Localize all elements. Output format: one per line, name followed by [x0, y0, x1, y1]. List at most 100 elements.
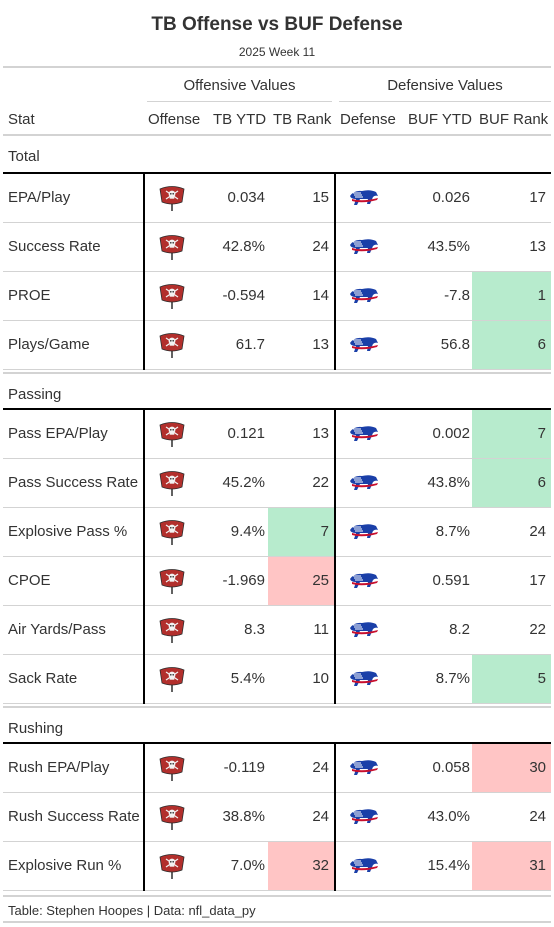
buf-rank-value: 6 [472, 459, 551, 507]
defense-logo [338, 321, 390, 369]
stat-label: Sack Rate [8, 670, 78, 687]
bills-buffalo-icon [350, 809, 378, 825]
stat-label: Pass EPA/Play [8, 425, 108, 442]
buf-rank-value: 7 [472, 410, 551, 458]
offense-logo [146, 272, 198, 320]
column-spanners: Offensive Values Defensive Values [0, 70, 554, 104]
bills-buffalo-icon [350, 573, 378, 589]
buccaneers-flag-icon [159, 667, 185, 693]
table-row: Pass Success Rate 45.2% 22 43.8% 6 [3, 459, 551, 508]
defense-divider [334, 174, 336, 370]
bills-buffalo-icon [350, 190, 378, 206]
buccaneers-flag-icon [159, 422, 185, 448]
stat-label: Explosive Run % [8, 857, 122, 874]
buccaneers-flag-icon [159, 284, 185, 310]
header-buf-ytd: BUF YTD [408, 111, 472, 128]
tb-rank-value: 24 [312, 759, 329, 776]
header-buf-rank: BUF Rank [479, 111, 549, 128]
defense-logo [338, 744, 390, 792]
buf-ytd-value: 0.002 [432, 425, 470, 442]
table-title: TB Offense vs BUF Defense [151, 14, 403, 35]
buf-ytd-value: 0.026 [432, 189, 470, 206]
offense-logo [146, 508, 198, 556]
buf-rank-value: 13 [529, 238, 546, 255]
stat-label: EPA/Play [8, 189, 71, 206]
header-offense: Offense [148, 111, 201, 128]
buccaneers-flag-icon [159, 618, 185, 644]
header-tb-rank: TB Rank [273, 111, 332, 128]
defense-logo [338, 508, 390, 556]
bills-buffalo-icon [350, 858, 378, 874]
tb-ytd-value: 9.4% [230, 523, 265, 540]
stat-label: Air Yards/Pass [8, 621, 106, 638]
bills-buffalo-icon [350, 475, 378, 491]
offense-logo [146, 606, 198, 654]
offense-logo [146, 459, 198, 507]
table-row: PROE -0.594 14 -7.8 1 [3, 272, 551, 321]
buccaneers-flag-icon [159, 569, 185, 595]
buf-rank-value: 1 [472, 272, 551, 320]
buf-rank-value: 17 [529, 572, 546, 589]
tb-rank-value: 24 [312, 238, 329, 255]
defense-logo [338, 459, 390, 507]
buf-rank-value: 24 [529, 808, 546, 825]
bills-buffalo-icon [350, 671, 378, 687]
bills-buffalo-icon [350, 426, 378, 442]
tb-rank-value: 24 [312, 808, 329, 825]
stat-label: Plays/Game [8, 336, 90, 353]
offense-logo [146, 744, 198, 792]
stat-label: Pass Success Rate [8, 474, 139, 491]
stat-label: CPOE [8, 572, 51, 589]
column-headers: Stat Offense TB YTD TB Rank Defense BUF … [3, 104, 551, 136]
buf-ytd-value: 0.591 [432, 572, 470, 589]
tb-rank-value: 25 [268, 557, 334, 605]
buf-rank-value: 30 [472, 744, 551, 792]
table-row: Explosive Pass % 9.4% 7 8.7% 24 [3, 508, 551, 557]
buf-ytd-value: 8.7% [435, 670, 470, 687]
bills-buffalo-icon [350, 622, 378, 638]
offense-logo [146, 321, 198, 369]
buf-rank-value: 22 [529, 621, 546, 638]
table-row: CPOE -1.969 25 0.591 17 [3, 557, 551, 606]
buf-ytd-value: 0.058 [432, 759, 470, 776]
tb-rank-value: 22 [312, 474, 329, 491]
group-label: Total [8, 148, 40, 165]
offense-logo [146, 557, 198, 605]
table-row: Rush EPA/Play -0.119 24 0.058 30 [3, 744, 551, 793]
source-note: Table: Stephen Hoopes | Data: nfl_data_p… [8, 903, 256, 918]
tb-rank-value: 32 [268, 842, 334, 890]
stat-label: PROE [8, 287, 51, 304]
defense-logo [338, 174, 390, 222]
bills-buffalo-icon [350, 288, 378, 304]
tb-ytd-value: 7.0% [230, 857, 265, 874]
table-footer: Table: Stephen Hoopes | Data: nfl_data_p… [3, 895, 551, 923]
group-label: Passing [8, 386, 62, 403]
tb-ytd-value: 45.2% [222, 474, 265, 491]
buf-ytd-value: 56.8 [440, 336, 470, 353]
title-block: TB Offense vs BUF Defense 2025 Week 11 [3, 0, 551, 68]
defense-logo [338, 557, 390, 605]
defense-logo [338, 410, 390, 458]
offense-divider [143, 174, 145, 370]
defense-divider [334, 410, 336, 704]
offense-logo [146, 223, 198, 271]
table-row: Sack Rate 5.4% 10 8.7% 5 [3, 655, 551, 704]
group-header-total: Total [3, 136, 551, 174]
bills-buffalo-icon [350, 337, 378, 353]
tb-rank-value: 13 [312, 336, 329, 353]
tb-rank-value: 11 [313, 621, 329, 638]
table-subtitle: 2025 Week 11 [238, 45, 316, 59]
offense-logo [146, 842, 198, 890]
header-stat: Stat [8, 111, 35, 128]
table-row: Explosive Run % 7.0% 32 15.4% 31 [3, 842, 551, 891]
defense-logo [338, 842, 390, 890]
buf-rank-value: 31 [472, 842, 551, 890]
defense-logo [338, 606, 390, 654]
buf-ytd-value: 43.0% [427, 808, 470, 825]
buf-rank-value: 24 [529, 523, 546, 540]
stat-label: Rush Success Rate [8, 808, 140, 825]
table-row: EPA/Play 0.034 15 0.026 17 [3, 174, 551, 223]
table-row: Pass EPA/Play 0.121 13 0.002 7 [3, 410, 551, 459]
buf-ytd-value: 8.7% [435, 523, 470, 540]
offense-divider [143, 744, 145, 891]
